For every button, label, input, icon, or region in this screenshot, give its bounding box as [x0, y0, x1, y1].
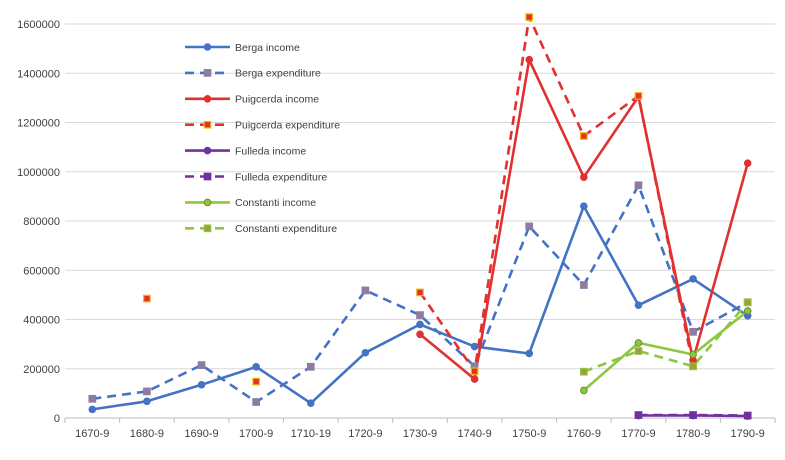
x-tick-label: 1750-9: [512, 428, 546, 440]
x-tick-label: 1740-9: [457, 428, 491, 440]
y-tick-label: 0: [54, 413, 60, 425]
series-line-5: [638, 413, 748, 417]
data-point-2-12: [743, 159, 752, 167]
data-point-7-11: [689, 362, 697, 371]
data-point-0-10: [634, 301, 643, 310]
legend-marker-3: [203, 120, 212, 129]
data-point-7-12: [743, 298, 752, 307]
data-point-0-5: [361, 348, 370, 357]
legend-label-2: Puigcerda income: [235, 94, 319, 106]
data-point-0-0: [88, 405, 97, 414]
legend-marker-4: [203, 146, 212, 155]
legend-label-3: Puigcerda expenditure: [235, 120, 340, 132]
x-tick-label: 1780-9: [676, 428, 710, 440]
legend-marker-2: [203, 95, 212, 103]
legend-label-5: Fulleda expenditure: [235, 171, 327, 183]
data-point-1-9: [579, 281, 588, 289]
data-point-3-8: [525, 13, 534, 21]
data-point-0-7: [470, 342, 479, 351]
legend-label-7: Constanti expenditure: [235, 223, 337, 235]
axes: 0 200000 400000 600000 800000 1000000 1200000 1…: [17, 19, 776, 440]
y-tick-label: 1600000: [17, 19, 60, 31]
data-point-3-1: [143, 294, 151, 303]
legend-label-1: Berga expenditure: [235, 68, 321, 80]
data-point-2-7: [470, 375, 479, 383]
data-point-5-12: [743, 411, 752, 420]
data-point-2-9: [580, 173, 588, 181]
data-point-3-9: [579, 132, 588, 140]
series-markers: [88, 13, 752, 420]
data-point-0-4: [306, 399, 315, 408]
data-point-1-10: [634, 181, 643, 190]
legend-marker-7: [203, 224, 212, 233]
data-point-6-10: [634, 339, 643, 347]
x-tick-label: 1790-9: [731, 428, 765, 440]
data-point-2-8: [525, 55, 534, 64]
data-point-2-6: [416, 330, 424, 339]
data-point-0-6: [416, 320, 424, 329]
data-point-1-2: [197, 361, 206, 369]
data-point-7-10: [634, 347, 643, 355]
legend-marker-5: [203, 172, 212, 181]
y-tick-label: 400000: [23, 315, 60, 327]
y-tick-label: 1400000: [17, 68, 60, 80]
y-tick-label: 1000000: [17, 167, 60, 179]
x-tick-label: 1720-9: [348, 428, 382, 440]
legend-label-6: Constanti income: [235, 197, 316, 209]
series-line-3: [418, 15, 695, 373]
data-point-1-1: [143, 387, 151, 396]
x-tick-label: 1700-9: [239, 428, 273, 440]
data-point-0-2: [197, 380, 206, 389]
data-point-7-9: [579, 367, 588, 376]
x-tick-label: 1770-9: [621, 428, 655, 440]
data-point-1-0: [88, 394, 97, 403]
x-tick-label: 1670-9: [75, 428, 109, 440]
y-tick-label: 1200000: [17, 118, 60, 130]
data-point-0-1: [143, 397, 151, 406]
x-tick-label: 1760-9: [567, 428, 601, 440]
x-tick-label: 1680-9: [130, 428, 164, 440]
data-point-1-8: [525, 222, 534, 231]
data-point-1-4: [306, 362, 315, 371]
data-point-6-12: [743, 307, 752, 315]
y-tick-label: 600000: [23, 265, 60, 277]
legend: Berga income Berga expenditure Puigcerda i…: [185, 42, 340, 235]
data-point-0-11: [689, 275, 697, 283]
legend-marker-0: [203, 43, 212, 51]
data-point-0-3: [252, 362, 260, 371]
x-tick-label: 1730-9: [403, 428, 437, 440]
gridlines: [65, 23, 775, 370]
data-point-6-11: [689, 350, 697, 359]
data-point-1-5: [361, 286, 370, 295]
y-tick-label: 800000: [23, 216, 60, 228]
legend-marker-6: [203, 198, 212, 207]
data-point-6-9: [580, 386, 588, 395]
data-point-1-3: [252, 398, 261, 406]
data-point-1-6: [416, 311, 424, 319]
data-point-1-11: [689, 327, 697, 336]
legend-marker-1: [203, 69, 212, 77]
x-tick-label: 1690-9: [184, 428, 218, 440]
legend-label-4: Fulleda income: [235, 145, 306, 157]
data-point-5-11: [689, 411, 697, 419]
series-line-7: [583, 301, 749, 373]
data-point-3-7: [470, 367, 479, 376]
y-tick-label: 200000: [23, 364, 60, 376]
data-point-0-8: [525, 349, 534, 358]
data-point-3-3: [252, 377, 261, 386]
data-point-5-10: [634, 411, 643, 419]
legend-label-0: Berga income: [235, 42, 300, 54]
data-point-0-9: [580, 202, 588, 211]
data-point-3-6: [416, 288, 424, 297]
data-point-3-10: [634, 92, 643, 100]
x-tick-label: 1710-19: [291, 428, 331, 440]
